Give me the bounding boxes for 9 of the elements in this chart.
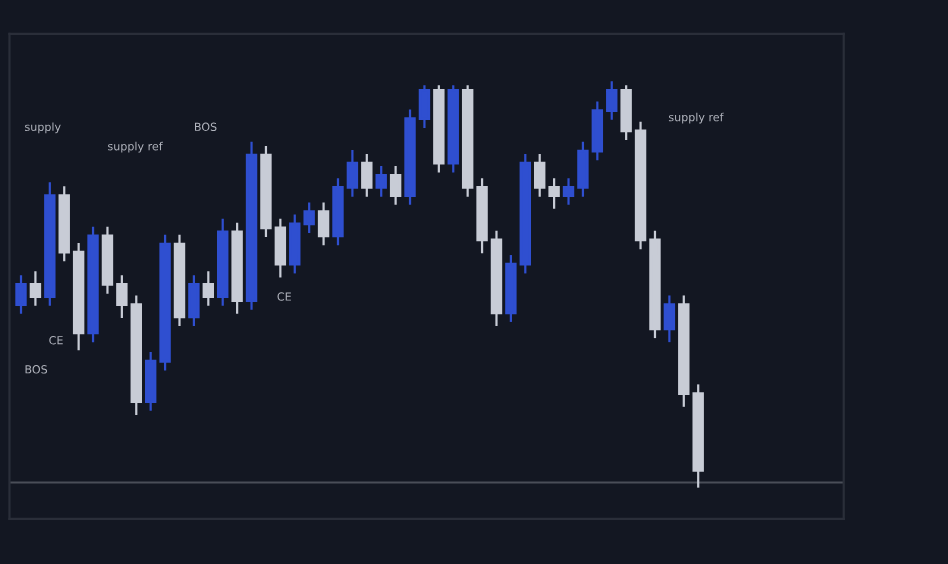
- candlestick: [663, 295, 676, 343]
- candlestick: [188, 275, 200, 326]
- candlestick: [375, 166, 387, 197]
- candlestick: [29, 271, 42, 306]
- candlestick: [15, 275, 27, 314]
- candlestick: [361, 153, 373, 197]
- candlestick: [317, 202, 330, 246]
- candlestick: [389, 166, 402, 205]
- candlestick: [202, 271, 215, 306]
